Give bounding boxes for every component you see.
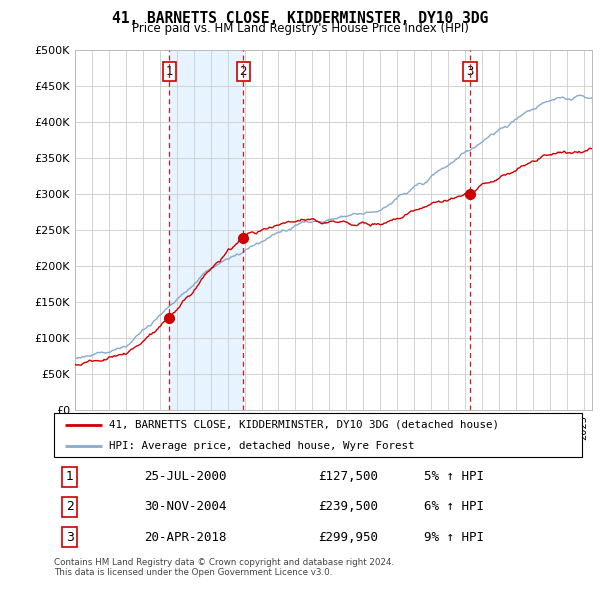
Bar (169, 50, 243, 410)
Text: 41, BARNETTS CLOSE, KIDDERMINSTER, DY10 3DG (detached house): 41, BARNETTS CLOSE, KIDDERMINSTER, DY10 … (109, 420, 499, 430)
Text: 20-APR-2018: 20-APR-2018 (144, 530, 226, 543)
Text: £127,500: £127,500 (318, 470, 378, 483)
Text: 2: 2 (239, 65, 247, 78)
Text: Contains HM Land Registry data © Crown copyright and database right 2024.: Contains HM Land Registry data © Crown c… (54, 558, 394, 567)
Text: 3: 3 (466, 65, 474, 78)
Text: 1: 1 (66, 470, 74, 483)
Text: 25-JUL-2000: 25-JUL-2000 (144, 470, 226, 483)
Text: HPI: Average price, detached house, Wyre Forest: HPI: Average price, detached house, Wyre… (109, 441, 415, 451)
Text: £299,950: £299,950 (318, 530, 378, 543)
Text: 3: 3 (66, 530, 74, 543)
Text: Price paid vs. HM Land Registry's House Price Index (HPI): Price paid vs. HM Land Registry's House … (131, 22, 469, 35)
Text: 9% ↑ HPI: 9% ↑ HPI (424, 530, 484, 543)
Text: 5% ↑ HPI: 5% ↑ HPI (424, 470, 484, 483)
Text: 30-NOV-2004: 30-NOV-2004 (144, 500, 226, 513)
Text: 1: 1 (166, 65, 173, 78)
Text: 6% ↑ HPI: 6% ↑ HPI (424, 500, 484, 513)
Text: 41, BARNETTS CLOSE, KIDDERMINSTER, DY10 3DG: 41, BARNETTS CLOSE, KIDDERMINSTER, DY10 … (112, 11, 488, 25)
FancyBboxPatch shape (54, 413, 582, 457)
Text: £239,500: £239,500 (318, 500, 378, 513)
Text: This data is licensed under the Open Government Licence v3.0.: This data is licensed under the Open Gov… (54, 568, 332, 577)
Text: 2: 2 (66, 500, 74, 513)
